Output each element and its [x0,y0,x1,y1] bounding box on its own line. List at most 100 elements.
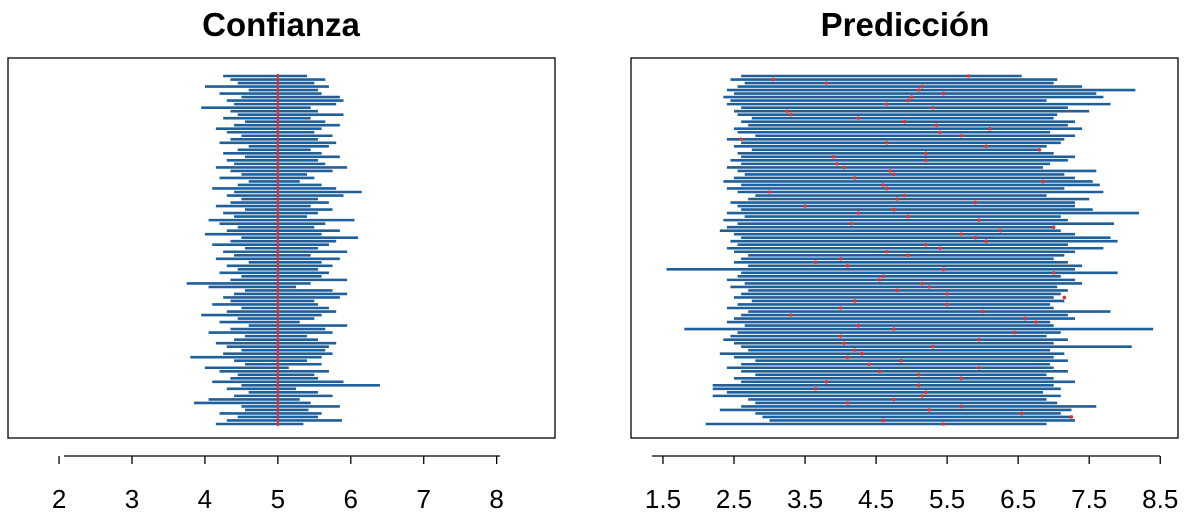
observed-point [884,140,889,145]
observed-point [895,288,900,293]
observed-point [987,126,992,131]
x-tick-label: 2.5 [716,484,752,514]
observed-point [906,214,910,219]
observed-point [895,197,900,201]
observed-point [892,327,896,331]
x-tick-label: 7.5 [1071,484,1107,514]
observed-point [892,207,896,212]
observed-point [966,74,971,78]
observed-point [938,130,942,135]
observed-point [959,376,964,381]
observed-point [998,228,1003,233]
observed-point [927,285,932,289]
observed-point [838,256,843,261]
observed-point [849,221,854,226]
observed-point [892,172,896,177]
observed-point [977,365,981,370]
observed-point [831,155,836,159]
observed-point [813,387,818,391]
observed-point [881,418,885,423]
observed-point [860,351,864,356]
observed-point [838,306,843,310]
observed-point [835,162,839,166]
confianza-plot-frame [7,57,556,439]
observed-point [1051,225,1056,229]
observed-point [977,218,981,222]
observed-point [845,401,850,405]
observed-point [941,422,946,426]
observed-point [1034,320,1038,324]
observed-point [916,383,921,388]
observed-point [877,278,882,282]
observed-point [959,232,964,236]
observed-point [980,309,985,314]
observed-point [845,264,850,268]
panel-title-confianza: Confianza [202,6,360,43]
observed-point [924,242,928,247]
observed-point [877,369,882,374]
observed-point [916,372,921,377]
observed-point [767,190,772,194]
observed-point [959,404,964,409]
observed-point [888,169,893,173]
observed-point [916,88,921,92]
confianza-x-ticks: 2 3 4 5 6 7 8 [52,456,504,514]
observed-point [909,95,914,99]
observed-point [906,253,910,258]
observed-point [906,98,910,103]
x-tick-label: 8 [489,484,503,514]
observed-point [1023,316,1028,321]
x-tick-label: 4 [198,484,212,514]
observed-point [931,344,935,349]
observed-point [842,341,846,345]
observed-point [881,274,885,279]
observed-point [959,133,964,138]
observed-point [867,362,871,367]
observed-point [789,112,793,117]
prediccion-panel: Predicción 1.5 2.5 3.5 4.5 5.5 6.5 7.5 8.5 [630,6,1179,514]
observed-point [838,334,843,338]
observed-point [884,249,889,254]
observed-point [920,394,925,398]
confianza-panel: Confianza 2 3 4 5 6 7 8 [7,6,556,514]
x-tick-label: 2 [52,484,66,514]
observed-point [842,165,846,170]
observed-point [852,348,857,352]
x-tick-label: 3 [125,484,139,514]
observed-point [824,81,829,85]
x-tick-label: 6 [344,484,358,514]
observed-point [739,137,743,142]
observed-point [938,246,942,251]
prediccion-x-ticks: 1.5 2.5 3.5 4.5 5.5 6.5 7.5 8.5 [645,456,1178,514]
observed-point [902,193,907,198]
observed-point [771,77,775,82]
observed-point [1062,295,1067,300]
observed-point [924,151,928,156]
x-tick-label: 7 [416,484,430,514]
observed-point [924,158,928,163]
x-tick-label: 3.5 [787,484,823,514]
observed-point [899,358,903,363]
x-tick-label: 6.5 [1000,484,1036,514]
x-tick-label: 1.5 [645,484,681,514]
observed-point [856,116,861,120]
observed-point [1051,271,1056,275]
observed-point [789,313,793,317]
observed-point [920,84,925,89]
observed-point [845,355,850,360]
observed-point [1041,179,1045,184]
observed-point [785,109,790,113]
observed-point [852,299,857,303]
observed-point [892,397,896,402]
prediccion-plot-frame [630,57,1179,439]
observed-point [803,204,807,208]
x-tick-label: 5 [271,484,285,514]
x-tick-label: 8.5 [1142,484,1178,514]
observed-point [1019,411,1024,416]
observed-point [931,105,935,110]
observed-point [973,200,978,205]
observed-point [945,292,949,296]
observed-point [924,390,928,395]
observed-point [856,323,861,328]
